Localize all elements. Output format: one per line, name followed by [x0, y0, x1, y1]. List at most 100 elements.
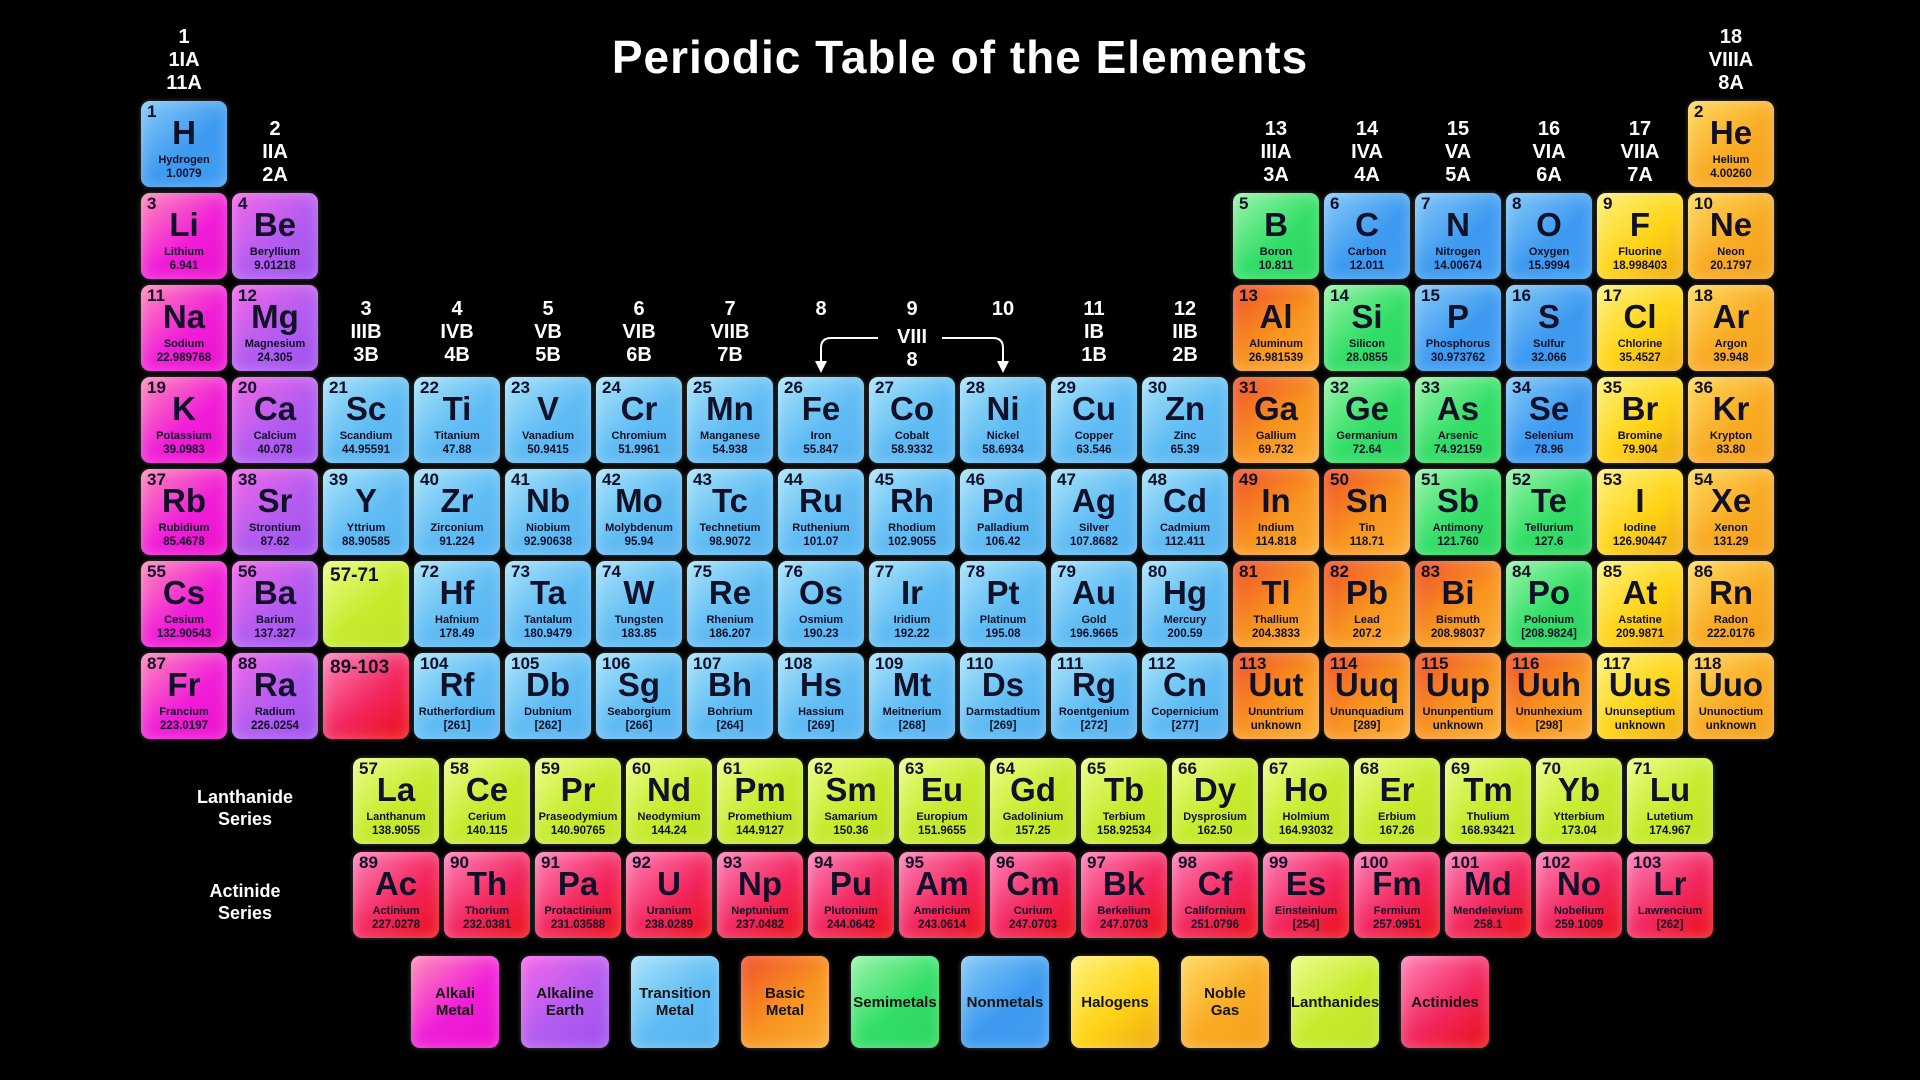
- element-tile-se[interactable]: 34 Se Selenium 78.96: [1506, 377, 1592, 463]
- element-tile-dy[interactable]: 66 Dy Dysprosium 162.50: [1172, 758, 1258, 844]
- element-tile-uus[interactable]: 117 Uus Ununseptium unknown: [1597, 653, 1683, 739]
- element-tile-rn[interactable]: 86 Rn Radon 222.0176: [1688, 561, 1774, 647]
- element-tile-s[interactable]: 16 S Sulfur 32.066: [1506, 285, 1592, 371]
- element-tile-yb[interactable]: 70 Yb Ytterbium 173.04: [1536, 758, 1622, 844]
- element-tile-nd[interactable]: 60 Nd Neodymium 144.24: [626, 758, 712, 844]
- element-tile-al[interactable]: 13 Al Aluminum 26.981539: [1233, 285, 1319, 371]
- element-tile-db[interactable]: 105 Db Dubnium [262]: [505, 653, 591, 739]
- element-tile-la[interactable]: 57 La Lanthanum 138.9055: [353, 758, 439, 844]
- element-tile-pa[interactable]: 91 Pa Protactinium 231.03588: [535, 852, 621, 938]
- element-tile-sr[interactable]: 38 Sr Strontium 87.62: [232, 469, 318, 555]
- element-tile-uup[interactable]: 115 Uup Ununpentium unknown: [1415, 653, 1501, 739]
- element-tile-pt[interactable]: 78 Pt Platinum 195.08: [960, 561, 1046, 647]
- series-placeholder-89-103[interactable]: 89-103: [323, 653, 409, 739]
- element-tile-ar[interactable]: 18 Ar Argon 39.948: [1688, 285, 1774, 371]
- element-tile-rf[interactable]: 104 Rf Rutherfordium [261]: [414, 653, 500, 739]
- element-tile-kr[interactable]: 36 Kr Krypton 83.80: [1688, 377, 1774, 463]
- element-tile-na[interactable]: 11 Na Sodium 22.989768: [141, 285, 227, 371]
- element-tile-ra[interactable]: 88 Ra Radium 226.0254: [232, 653, 318, 739]
- element-tile-y[interactable]: 39 Y Yttrium 88.90585: [323, 469, 409, 555]
- element-tile-tb[interactable]: 65 Tb Terbium 158.92534: [1081, 758, 1167, 844]
- element-tile-sg[interactable]: 106 Sg Seaborgium [266]: [596, 653, 682, 739]
- element-tile-hf[interactable]: 72 Hf Hafnium 178.49: [414, 561, 500, 647]
- element-tile-ca[interactable]: 20 Ca Calcium 40.078: [232, 377, 318, 463]
- element-tile-at[interactable]: 85 At Astatine 209.9871: [1597, 561, 1683, 647]
- element-tile-uut[interactable]: 113 Uut Ununtrium unknown: [1233, 653, 1319, 739]
- element-tile-zn[interactable]: 30 Zn Zinc 65.39: [1142, 377, 1228, 463]
- element-tile-md[interactable]: 101 Md Mendelevium 258.1: [1445, 852, 1531, 938]
- element-tile-bh[interactable]: 107 Bh Bohrium [264]: [687, 653, 773, 739]
- element-tile-mo[interactable]: 42 Mo Molybdenum 95.94: [596, 469, 682, 555]
- element-tile-mt[interactable]: 109 Mt Meitnerium [268]: [869, 653, 955, 739]
- element-tile-cf[interactable]: 98 Cf Californium 251.0796: [1172, 852, 1258, 938]
- element-tile-gd[interactable]: 64 Gd Gadolinium 157.25: [990, 758, 1076, 844]
- element-tile-bi[interactable]: 83 Bi Bismuth 208.98037: [1415, 561, 1501, 647]
- element-tile-ta[interactable]: 73 Ta Tantalum 180.9479: [505, 561, 591, 647]
- element-tile-ti[interactable]: 22 Ti Titanium 47.88: [414, 377, 500, 463]
- element-tile-hg[interactable]: 80 Hg Mercury 200.59: [1142, 561, 1228, 647]
- element-tile-lu[interactable]: 71 Lu Lutetium 174.967: [1627, 758, 1713, 844]
- series-placeholder-57-71[interactable]: 57-71: [323, 561, 409, 647]
- element-tile-xe[interactable]: 54 Xe Xenon 131.29: [1688, 469, 1774, 555]
- element-tile-as[interactable]: 33 As Arsenic 74.92159: [1415, 377, 1501, 463]
- element-tile-uuo[interactable]: 118 Uuo Ununoctium unknown: [1688, 653, 1774, 739]
- element-tile-eu[interactable]: 63 Eu Europium 151.9655: [899, 758, 985, 844]
- element-tile-tc[interactable]: 43 Tc Technetium 98.9072: [687, 469, 773, 555]
- element-tile-sb[interactable]: 51 Sb Antimony 121.760: [1415, 469, 1501, 555]
- element-tile-lr[interactable]: 103 Lr Lawrencium [262]: [1627, 852, 1713, 938]
- element-tile-li[interactable]: 3 Li Lithium 6.941: [141, 193, 227, 279]
- element-tile-pu[interactable]: 94 Pu Plutonium 244.0642: [808, 852, 894, 938]
- element-tile-si[interactable]: 14 Si Silicon 28.0855: [1324, 285, 1410, 371]
- element-tile-c[interactable]: 6 C Carbon 12.011: [1324, 193, 1410, 279]
- element-tile-ce[interactable]: 58 Ce Cerium 140.115: [444, 758, 530, 844]
- element-tile-rh[interactable]: 45 Rh Rhodium 102.9055: [869, 469, 955, 555]
- element-tile-w[interactable]: 74 W Tungsten 183.85: [596, 561, 682, 647]
- element-tile-po[interactable]: 84 Po Polonium [208.9824]: [1506, 561, 1592, 647]
- element-tile-rg[interactable]: 111 Rg Roentgenium [272]: [1051, 653, 1137, 739]
- element-tile-v[interactable]: 23 V Vanadium 50.9415: [505, 377, 591, 463]
- element-tile-n[interactable]: 7 N Nitrogen 14.00674: [1415, 193, 1501, 279]
- element-tile-os[interactable]: 76 Os Osmium 190.23: [778, 561, 864, 647]
- element-tile-tm[interactable]: 69 Tm Thulium 168.93421: [1445, 758, 1531, 844]
- element-tile-cr[interactable]: 24 Cr Chromium 51.9961: [596, 377, 682, 463]
- element-tile-rb[interactable]: 37 Rb Rubidium 85.4678: [141, 469, 227, 555]
- element-tile-cl[interactable]: 17 Cl Chlorine 35.4527: [1597, 285, 1683, 371]
- element-tile-sc[interactable]: 21 Sc Scandium 44.95591: [323, 377, 409, 463]
- element-tile-te[interactable]: 52 Te Tellurium 127.6: [1506, 469, 1592, 555]
- element-tile-sm[interactable]: 62 Sm Samarium 150.36: [808, 758, 894, 844]
- element-tile-be[interactable]: 4 Be Beryllium 9.01218: [232, 193, 318, 279]
- element-tile-fr[interactable]: 87 Fr Francium 223.0197: [141, 653, 227, 739]
- element-tile-tl[interactable]: 81 Tl Thallium 204.3833: [1233, 561, 1319, 647]
- element-tile-er[interactable]: 68 Er Erbium 167.26: [1354, 758, 1440, 844]
- element-tile-u[interactable]: 92 U Uranium 238.0289: [626, 852, 712, 938]
- element-tile-b[interactable]: 5 B Boron 10.811: [1233, 193, 1319, 279]
- element-tile-cu[interactable]: 29 Cu Copper 63.546: [1051, 377, 1137, 463]
- element-tile-re[interactable]: 75 Re Rhenium 186.207: [687, 561, 773, 647]
- element-tile-fm[interactable]: 100 Fm Fermium 257.0951: [1354, 852, 1440, 938]
- element-tile-cm[interactable]: 96 Cm Curium 247.0703: [990, 852, 1076, 938]
- element-tile-in[interactable]: 49 In Indium 114.818: [1233, 469, 1319, 555]
- element-tile-mn[interactable]: 25 Mn Manganese 54.938: [687, 377, 773, 463]
- element-tile-th[interactable]: 90 Th Thorium 232.0381: [444, 852, 530, 938]
- element-tile-ne[interactable]: 10 Ne Neon 20.1797: [1688, 193, 1774, 279]
- element-tile-au[interactable]: 79 Au Gold 196.9665: [1051, 561, 1137, 647]
- element-tile-no[interactable]: 102 No Nobelium 259.1009: [1536, 852, 1622, 938]
- element-tile-nb[interactable]: 41 Nb Niobium 92.90638: [505, 469, 591, 555]
- element-tile-hs[interactable]: 108 Hs Hassium [269]: [778, 653, 864, 739]
- element-tile-zr[interactable]: 40 Zr Zirconium 91.224: [414, 469, 500, 555]
- element-tile-pm[interactable]: 61 Pm Promethium 144.9127: [717, 758, 803, 844]
- element-tile-ds[interactable]: 110 Ds Darmstadtium [269]: [960, 653, 1046, 739]
- element-tile-ba[interactable]: 56 Ba Barium 137.327: [232, 561, 318, 647]
- element-tile-ho[interactable]: 67 Ho Holmium 164.93032: [1263, 758, 1349, 844]
- element-tile-uuq[interactable]: 114 Uuq Ununquadium [289]: [1324, 653, 1410, 739]
- element-tile-cs[interactable]: 55 Cs Cesium 132.90543: [141, 561, 227, 647]
- element-tile-bk[interactable]: 97 Bk Berkelium 247.0703: [1081, 852, 1167, 938]
- element-tile-br[interactable]: 35 Br Bromine 79.904: [1597, 377, 1683, 463]
- element-tile-ag[interactable]: 47 Ag Silver 107.8682: [1051, 469, 1137, 555]
- element-tile-sn[interactable]: 50 Sn Tin 118.71: [1324, 469, 1410, 555]
- element-tile-ir[interactable]: 77 Ir Iridium 192.22: [869, 561, 955, 647]
- element-tile-cd[interactable]: 48 Cd Cadmium 112.411: [1142, 469, 1228, 555]
- element-tile-f[interactable]: 9 F Fluorine 18.998403: [1597, 193, 1683, 279]
- element-tile-ru[interactable]: 44 Ru Ruthenium 101.07: [778, 469, 864, 555]
- element-tile-co[interactable]: 27 Co Cobalt 58.9332: [869, 377, 955, 463]
